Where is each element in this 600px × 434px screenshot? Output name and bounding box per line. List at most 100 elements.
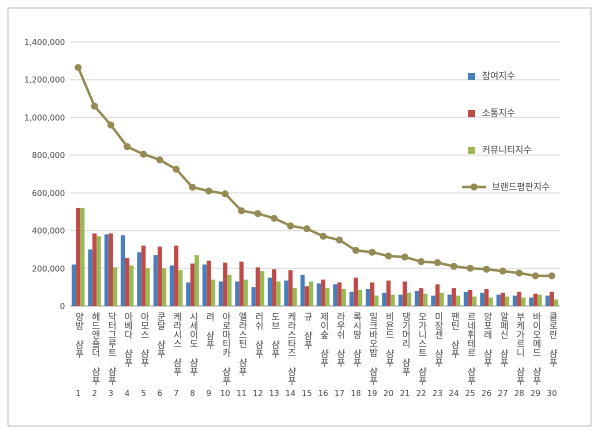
bar	[206, 260, 211, 306]
bar	[112, 267, 118, 306]
bar	[382, 292, 387, 306]
line-point	[548, 272, 556, 280]
y-tick-label: 1,000,000	[24, 113, 65, 122]
x-tick-label: 아베다 샴푸	[122, 312, 132, 368]
bar	[202, 264, 207, 306]
bar	[533, 293, 538, 306]
bar	[537, 294, 542, 306]
bar	[496, 294, 501, 306]
rank-label: 16	[318, 389, 328, 398]
x-tick-label: 아모스 샴푸	[139, 312, 149, 368]
rank-label: 6	[157, 389, 162, 398]
bar	[137, 252, 142, 306]
line-point	[189, 183, 196, 191]
bar	[423, 293, 428, 306]
line-point	[401, 253, 409, 261]
line-point	[352, 246, 360, 254]
bar	[284, 280, 289, 306]
bar	[472, 296, 477, 306]
rank-label: 29	[530, 389, 540, 398]
bar	[321, 279, 326, 306]
bar	[153, 255, 158, 306]
bar	[235, 281, 240, 306]
rank-label: 20	[383, 389, 393, 398]
bar	[210, 279, 216, 306]
y-tick-label: 200,000	[32, 264, 65, 273]
rank-label: 8	[190, 389, 195, 398]
x-tick-label: 려 샴푸	[204, 312, 214, 350]
bar	[357, 289, 363, 306]
legend-marker	[470, 183, 478, 191]
legend-swatch	[468, 73, 475, 80]
x-tick-label: 도브 샴푸	[269, 312, 279, 359]
bar	[529, 297, 534, 306]
bar	[549, 291, 554, 306]
line-point	[221, 190, 229, 198]
rank-label: 25	[465, 389, 475, 398]
line-point	[107, 121, 115, 129]
line-point	[483, 265, 490, 273]
x-tick-label: 양방 샴푸	[73, 312, 83, 359]
line	[77, 66, 552, 278]
rank-label: 5	[141, 389, 146, 398]
bar	[251, 287, 256, 306]
bar	[390, 294, 395, 306]
line-point	[499, 267, 507, 275]
bar	[96, 236, 101, 306]
x-tick-label: 바이오메드 샴푸	[531, 312, 541, 386]
x-tick-label: 부케가르니 샴푸	[514, 312, 524, 386]
x-tick-label: 밀크바오밥 샴푸	[367, 311, 377, 386]
line-point	[74, 63, 82, 71]
bar	[104, 234, 109, 306]
bar	[545, 295, 550, 306]
line-point	[91, 102, 98, 110]
line-point	[434, 259, 441, 267]
line-point	[287, 222, 294, 230]
x-tick-label: 케라시스 샴푸	[171, 312, 181, 377]
legend-label: 브랜드평판지수	[492, 182, 550, 193]
frame	[7, 7, 592, 427]
x-tick-label: 러쉬 샴푸	[253, 312, 263, 359]
bar	[186, 282, 191, 306]
bar	[71, 264, 77, 306]
bar	[455, 295, 461, 306]
line-point	[466, 264, 474, 272]
line-point	[254, 210, 262, 218]
bar	[402, 281, 407, 306]
bar	[463, 291, 469, 306]
rank-label: 19	[367, 389, 377, 398]
x-tick-label: 댕기머리 샴푸	[400, 312, 410, 377]
legend-label: 소통지수	[482, 108, 515, 119]
bar	[194, 255, 199, 306]
x-tick-label: 미장센 샴푸	[433, 312, 443, 368]
bar	[292, 288, 297, 306]
rank-label: 10	[220, 389, 230, 398]
x-tick-label: 록시땅 샴푸	[351, 312, 361, 368]
bar	[129, 265, 134, 306]
x-tick-label: 비욘드 샴푸	[384, 312, 394, 368]
x-tick-label: 오가니스트 샴푸	[416, 312, 426, 386]
rank-label: 26	[481, 389, 491, 398]
bar	[325, 288, 330, 306]
x-tick-label: 알페신 샴푸	[498, 312, 508, 368]
bar	[365, 289, 371, 306]
x-tick-label: 쿤달 샴푸	[155, 312, 165, 359]
bar	[517, 291, 522, 306]
rank-label: 17	[334, 389, 344, 398]
x-tick-label: 닥터그루트 샴푸	[106, 312, 116, 386]
line-point	[319, 232, 327, 240]
bar	[439, 292, 444, 306]
rank-label: 12	[253, 389, 263, 398]
line-point	[450, 262, 458, 270]
bar	[337, 282, 342, 306]
bar	[125, 257, 130, 306]
legend-swatch	[468, 110, 475, 117]
bar	[141, 245, 146, 306]
bar	[276, 281, 281, 306]
bar	[553, 299, 559, 306]
x-tick-label: 케라스타즈 샴푸	[286, 312, 296, 386]
bar	[157, 246, 162, 306]
y-tick-label: 400,000	[32, 227, 65, 236]
bar	[484, 289, 489, 306]
